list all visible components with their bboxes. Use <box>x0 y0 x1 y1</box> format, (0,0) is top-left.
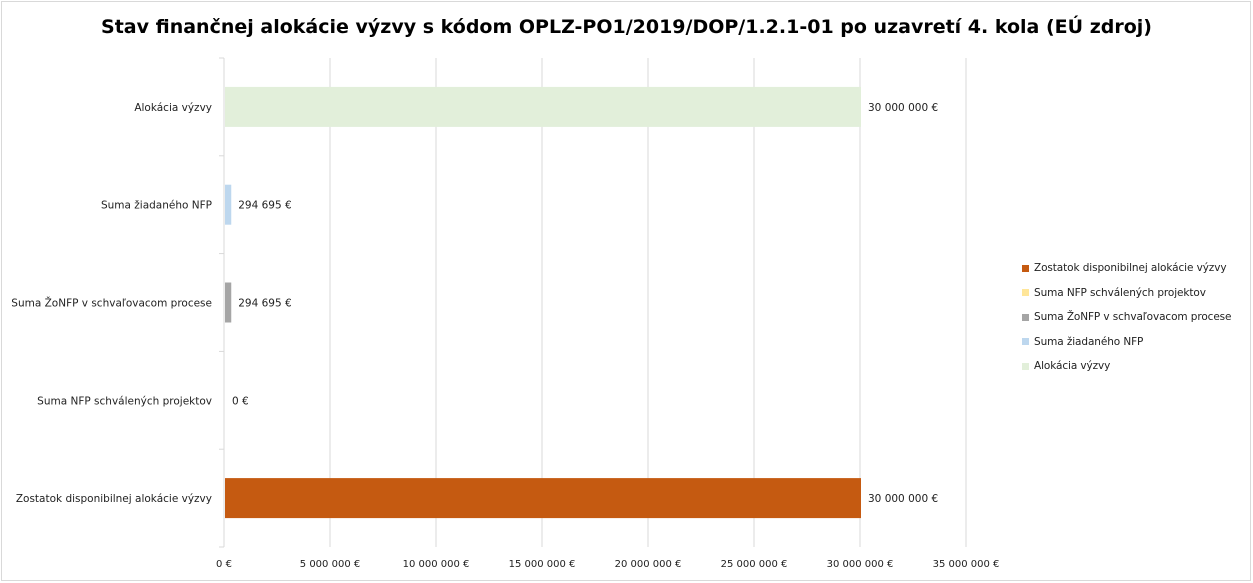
legend-label: Alokácia výzvy <box>1034 360 1111 373</box>
category-label: Zostatok disponibilnej alokácie výzvy <box>16 493 212 505</box>
bar <box>225 86 861 127</box>
data-label: 294 695 € <box>238 298 291 310</box>
category-label: Suma NFP schválených projektov <box>37 395 212 407</box>
x-tick-label: 0 € <box>216 559 232 570</box>
legend-swatch <box>1022 289 1029 297</box>
legend-label: Suma NFP schválených projektov <box>1034 286 1206 299</box>
data-label: 294 695 € <box>238 200 291 212</box>
data-label: 30 000 000 € <box>868 493 938 505</box>
legend-swatch <box>1022 362 1029 370</box>
category-label: Alokácia výzvy <box>134 102 212 114</box>
legend-item: Suma ŽoNFP v schvaľovacom procese <box>1022 305 1250 330</box>
legend-swatch <box>1022 338 1029 346</box>
legend-item: Suma NFP schválených projektov <box>1022 281 1250 306</box>
x-tick-label: 25 000 000 € <box>721 559 788 570</box>
legend-label: Suma ŽoNFP v schvaľovacom procese <box>1034 311 1232 324</box>
x-tick-label: 5 000 000 € <box>300 559 360 570</box>
legend-swatch <box>1022 264 1029 272</box>
bar <box>225 184 232 225</box>
legend-label: Suma žiadaného NFP <box>1034 335 1144 348</box>
legend-item: Alokácia výzvy <box>1022 354 1250 379</box>
data-label: 30 000 000 € <box>868 102 938 114</box>
legend-swatch <box>1022 313 1029 321</box>
chart-title: Stav finančnej alokácie výzvy s kódom OP… <box>101 16 1152 38</box>
x-tick-label: 35 000 000 € <box>933 559 1000 570</box>
bar <box>225 282 232 323</box>
legend-item: Zostatok disponibilnej alokácie výzvy <box>1022 256 1250 281</box>
x-tick-label: 30 000 000 € <box>827 559 894 570</box>
data-label: 0 € <box>232 395 249 407</box>
legend-item: Suma žiadaného NFP <box>1022 330 1250 355</box>
legend: Zostatok disponibilnej alokácie výzvy Sum… <box>1022 256 1250 379</box>
category-label: Suma žiadaného NFP <box>101 200 212 212</box>
category-label: Suma ŽoNFP v schvaľovacom procese <box>11 297 212 310</box>
x-tick-label: 15 000 000 € <box>509 559 576 570</box>
bar <box>225 478 861 519</box>
x-tick-label: 10 000 000 € <box>403 559 470 570</box>
x-tick-label: 20 000 000 € <box>615 559 682 570</box>
legend-label: Zostatok disponibilnej alokácie výzvy <box>1034 262 1227 275</box>
